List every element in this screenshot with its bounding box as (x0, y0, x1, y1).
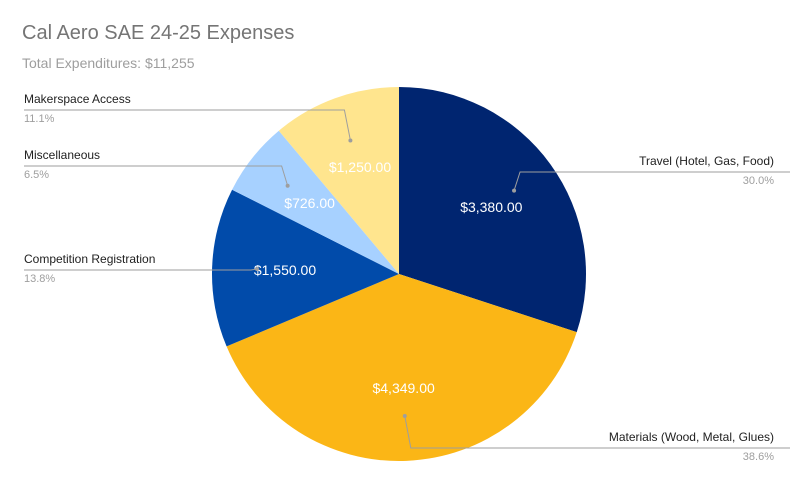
slice-category-label: Competition Registration (24, 252, 155, 266)
slice-percent-label: 13.8% (24, 273, 55, 285)
leader-line (24, 165, 289, 186)
pie-slice (399, 87, 586, 333)
slice-value-label: $726.00 (284, 195, 335, 211)
slice-value-label: $3,380.00 (460, 199, 522, 215)
leader-dot (512, 188, 517, 193)
leader-line (24, 109, 351, 141)
slice-percent-label: 11.1% (24, 113, 55, 125)
chart-subtitle: Total Expenditures: $11,255 (22, 55, 195, 71)
pie-slice (232, 130, 399, 274)
chart-title: Cal Aero SAE 24-25 Expenses (22, 22, 295, 44)
leader-line (513, 171, 790, 191)
pie-slice (226, 274, 577, 461)
leader-line (404, 415, 790, 449)
slice-value-label: $1,550.00 (254, 262, 316, 278)
leader-dot (285, 183, 290, 188)
slice-percent-label: 30.0% (743, 175, 774, 187)
pie-slice (212, 189, 399, 347)
leader-dot (254, 267, 259, 272)
leader-dot (402, 414, 407, 419)
slice-percent-label: 38.6% (743, 451, 774, 463)
slice-category-label: Makerspace Access (24, 92, 131, 106)
leader-dot (348, 138, 353, 143)
slice-value-label: $1,250.00 (329, 159, 391, 175)
slice-category-label: Travel (Hotel, Gas, Food) (639, 154, 774, 168)
slice-category-label: Materials (Wood, Metal, Glues) (609, 430, 774, 444)
slice-percent-label: 6.5% (24, 169, 49, 181)
slice-value-label: $4,349.00 (372, 380, 434, 396)
pie-slice (278, 87, 399, 274)
slice-category-label: Miscellaneous (24, 148, 100, 162)
leader-line (24, 268, 258, 271)
